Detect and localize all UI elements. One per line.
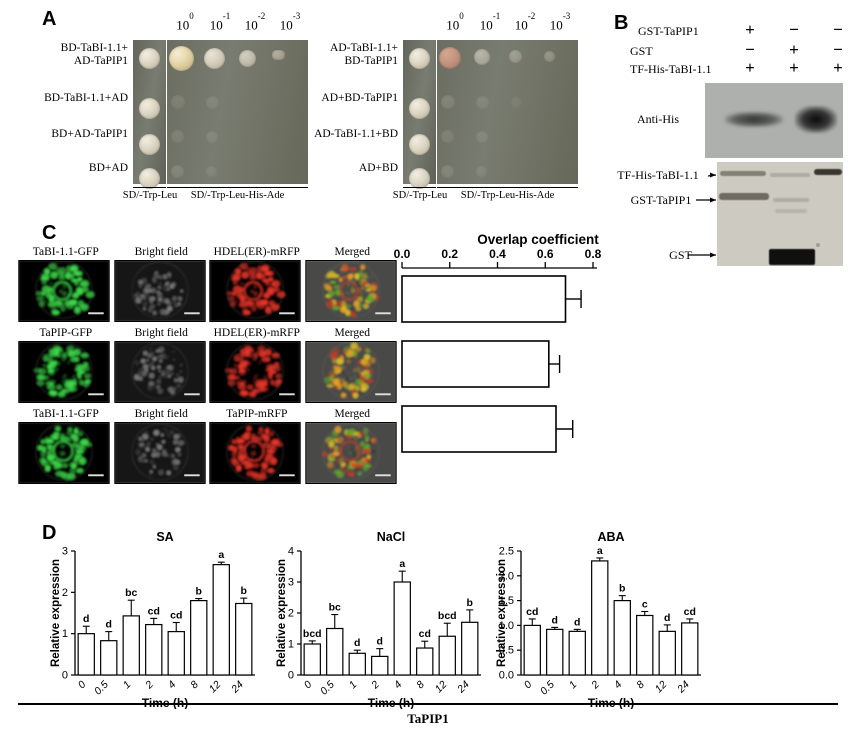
svg-text:2: 2 (62, 587, 68, 599)
svg-text:c: c (642, 599, 648, 611)
svg-text:0: 0 (288, 670, 294, 682)
svg-text:0: 0 (62, 670, 68, 682)
svg-text:bcd: bcd (303, 628, 322, 640)
svg-text:4: 4 (612, 679, 625, 692)
svg-text:12: 12 (207, 679, 224, 696)
svg-text:cd: cd (526, 606, 538, 618)
svg-text:0.5: 0.5 (538, 679, 557, 698)
svg-text:3: 3 (62, 546, 68, 558)
svg-text:0.5: 0.5 (318, 679, 337, 698)
svg-text:0.8: 0.8 (585, 247, 602, 261)
svg-text:8: 8 (414, 679, 427, 692)
svg-text:4: 4 (166, 679, 179, 692)
svg-text:8: 8 (188, 679, 201, 692)
svg-text:a: a (218, 549, 224, 561)
svg-text:3: 3 (288, 577, 294, 589)
svg-text:0: 0 (76, 679, 89, 692)
svg-text:b: b (619, 583, 625, 595)
svg-text:d: d (106, 619, 112, 631)
svg-text:4: 4 (392, 679, 405, 692)
svg-text:d: d (664, 612, 670, 624)
svg-text:d: d (354, 637, 360, 649)
svg-text:Overlap coefficient: Overlap coefficient (477, 232, 599, 247)
svg-text:0.4: 0.4 (489, 247, 506, 261)
svg-text:24: 24 (228, 679, 246, 697)
svg-text:2: 2 (288, 608, 294, 620)
svg-text:2: 2 (589, 679, 602, 692)
svg-text:24: 24 (674, 679, 692, 697)
svg-text:cd: cd (148, 605, 160, 617)
svg-text:0: 0 (522, 679, 535, 692)
svg-text:1: 1 (347, 679, 360, 692)
svg-text:Relative expression: Relative expression (496, 559, 508, 667)
svg-text:Relative expression: Relative expression (276, 559, 288, 667)
svg-text:1: 1 (288, 639, 294, 651)
svg-text:bc: bc (329, 602, 341, 614)
svg-text:cd: cd (419, 628, 431, 640)
svg-text:d: d (377, 636, 383, 648)
svg-text:0.0: 0.0 (394, 247, 411, 261)
svg-text:a: a (399, 558, 405, 570)
svg-text:SA: SA (156, 530, 173, 544)
svg-text:4: 4 (288, 546, 294, 558)
svg-text:ABA: ABA (597, 530, 624, 544)
svg-text:0.6: 0.6 (537, 247, 554, 261)
svg-text:1: 1 (121, 679, 134, 692)
svg-text:b: b (467, 597, 473, 609)
svg-text:8: 8 (634, 679, 647, 692)
svg-text:1: 1 (62, 628, 68, 640)
svg-text:NaCl: NaCl (377, 530, 405, 544)
svg-text:cd: cd (170, 610, 182, 622)
svg-text:1: 1 (567, 679, 580, 692)
svg-text:d: d (83, 613, 89, 625)
svg-text:2.5: 2.5 (499, 546, 514, 558)
svg-text:d: d (574, 616, 580, 628)
svg-text:b: b (196, 586, 202, 598)
svg-text:bc: bc (125, 587, 137, 599)
svg-text:Relative expression: Relative expression (50, 559, 62, 667)
svg-text:0.0: 0.0 (499, 670, 514, 682)
svg-text:a: a (597, 545, 603, 557)
svg-text:12: 12 (653, 679, 670, 696)
svg-text:0.2: 0.2 (441, 247, 458, 261)
svg-text:2: 2 (369, 679, 382, 692)
svg-text:24: 24 (454, 679, 472, 697)
svg-text:0: 0 (302, 679, 315, 692)
svg-text:d: d (552, 614, 558, 626)
svg-text:cd: cd (684, 606, 696, 618)
svg-text:12: 12 (433, 679, 450, 696)
svg-text:2: 2 (143, 679, 156, 692)
svg-text:0.5: 0.5 (92, 679, 111, 698)
svg-text:bcd: bcd (438, 610, 457, 622)
svg-text:b: b (241, 585, 247, 597)
